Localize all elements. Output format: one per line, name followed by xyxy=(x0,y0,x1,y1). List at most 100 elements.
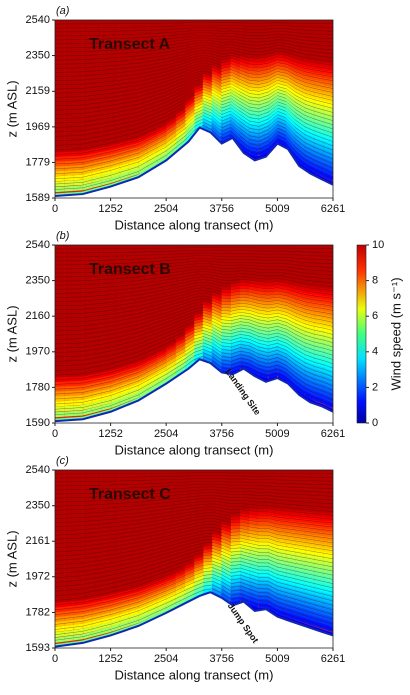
streamline xyxy=(55,554,333,592)
streamline xyxy=(55,336,333,385)
y-tick-label: 2160 xyxy=(26,310,50,322)
streamline xyxy=(55,57,333,81)
streamline xyxy=(55,301,333,332)
x-axis-label: Distance along transect (m) xyxy=(115,217,274,232)
streamline xyxy=(55,330,333,376)
streamline xyxy=(55,356,333,415)
y-tick-label: 1970 xyxy=(26,346,50,358)
streamline xyxy=(55,304,333,336)
streamline xyxy=(55,34,333,45)
streamline xyxy=(55,298,333,327)
streamline xyxy=(55,529,333,557)
plot-frame xyxy=(54,244,334,424)
x-axis-label: Distance along transect (m) xyxy=(115,442,274,457)
streamline xyxy=(55,42,333,57)
streamline xyxy=(55,247,333,250)
streamline xyxy=(55,268,333,282)
x-tick-label: 2504 xyxy=(154,203,178,215)
colorbar-tick-label: 0 xyxy=(372,417,378,429)
streamline xyxy=(55,47,333,65)
colorbar-tick-label: 4 xyxy=(372,346,378,358)
streamline xyxy=(55,532,333,561)
streamline xyxy=(55,295,333,323)
y-tick-label: 2540 xyxy=(26,14,50,26)
streamline xyxy=(55,509,333,527)
x-tick-label: 5009 xyxy=(265,203,289,215)
streamline xyxy=(55,39,333,53)
colorbar-tick-label: 6 xyxy=(372,310,378,322)
streamline xyxy=(55,318,333,358)
streamline xyxy=(55,560,333,601)
y-tick-label: 1589 xyxy=(26,192,50,204)
streamline xyxy=(55,271,333,286)
streamline xyxy=(55,503,333,519)
y-tick-label: 2159 xyxy=(26,85,50,97)
y-tick-label: 1969 xyxy=(26,121,50,133)
streamline xyxy=(55,32,333,41)
x-tick-label: 2504 xyxy=(154,653,178,665)
streamline xyxy=(55,478,333,483)
x-tick-label: 5009 xyxy=(265,428,289,440)
streamline xyxy=(55,324,333,367)
y-tick-label: 2350 xyxy=(26,500,50,512)
streamline xyxy=(55,263,333,274)
panel-title: Transect C xyxy=(89,486,171,503)
streamline xyxy=(55,515,333,536)
streamline xyxy=(55,279,333,298)
streamline xyxy=(55,321,333,362)
y-tick-label: 1972 xyxy=(26,571,50,583)
streamline xyxy=(55,584,333,635)
streamline xyxy=(55,588,333,641)
x-tick-label: 3756 xyxy=(210,203,234,215)
x-tick-label: 3756 xyxy=(210,428,234,440)
streamline xyxy=(55,257,333,266)
streamline xyxy=(55,287,333,311)
x-tick-label: 6261 xyxy=(321,428,345,440)
y-tick-label: 2161 xyxy=(26,535,50,547)
panel: 1593 1782 1972 2161 2350 2540 0 1252 2504 3756 500… xyxy=(4,455,345,683)
streamline xyxy=(55,60,333,86)
x-tick-label: 1252 xyxy=(98,428,122,440)
plot-frame xyxy=(54,19,334,199)
x-tick-label: 6261 xyxy=(321,653,345,665)
streamline xyxy=(55,327,333,371)
y-tick-label: 2350 xyxy=(26,49,50,61)
y-tick-label: 2350 xyxy=(26,275,50,287)
streamline xyxy=(55,545,333,579)
streamline xyxy=(55,273,333,290)
streamline xyxy=(55,564,333,606)
streamline xyxy=(55,62,333,90)
panel: 1589 1779 1969 2159 2350 2540 0 1252 2504 3756 500… xyxy=(4,5,345,233)
streamline xyxy=(55,49,333,69)
streamline xyxy=(55,27,333,33)
streamline xyxy=(55,345,333,400)
streamline xyxy=(55,292,333,319)
streamline xyxy=(55,290,333,315)
y-tick-label: 1593 xyxy=(26,642,50,654)
terrain-line xyxy=(55,126,333,197)
panel-label: (a) xyxy=(56,5,70,17)
streamline xyxy=(55,492,333,503)
colorbar xyxy=(356,244,367,424)
plot-area xyxy=(55,20,333,198)
streamline xyxy=(55,284,333,306)
streamline xyxy=(55,542,333,574)
y-axis-label: z (m ASL) xyxy=(4,305,19,362)
panel-title: Transect A xyxy=(89,36,171,53)
streamline xyxy=(55,480,333,487)
streamline xyxy=(55,577,333,625)
y-tick-label: 2540 xyxy=(26,464,50,476)
plot-frame xyxy=(54,469,334,649)
streamline xyxy=(55,524,333,548)
x-tick-label: 1252 xyxy=(98,653,122,665)
x-axis-label: Distance along transect (m) xyxy=(115,667,274,682)
streamline xyxy=(55,349,333,405)
streamline xyxy=(55,536,333,566)
streamline xyxy=(55,342,333,395)
streamline xyxy=(55,29,333,37)
streamline xyxy=(55,333,333,380)
colorbar-tick-label: 2 xyxy=(372,381,378,393)
y-axis-label: z (m ASL) xyxy=(4,530,19,587)
streamline xyxy=(55,557,333,597)
colorbar-tick-label: 8 xyxy=(372,275,378,287)
